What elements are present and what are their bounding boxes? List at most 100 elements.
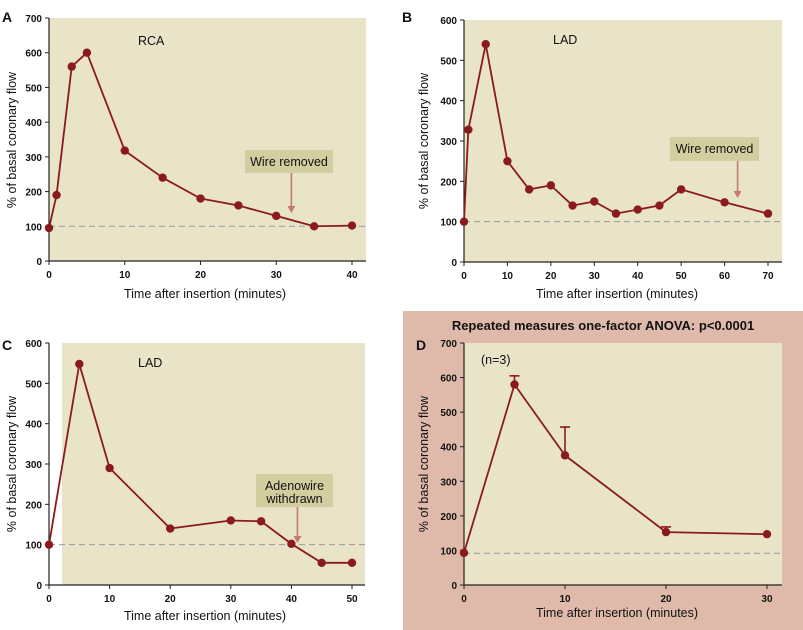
panel-letter: D [416,337,426,353]
arrow-down-icon [733,191,742,198]
y-axis-label: % of basal coronary flow [5,395,19,532]
data-point [52,190,61,200]
y-tick-label: 600 [440,374,457,385]
x-tick-label: 30 [225,594,237,605]
data-point [287,539,296,549]
data-point [347,558,357,568]
y-tick-label: 600 [25,339,42,350]
x-tick-label: 10 [119,270,131,281]
y-tick-label: 700 [25,14,42,25]
plot-background [49,18,366,261]
x-tick-label: 0 [461,271,467,282]
y-axis-label: % of basal coronary flow [417,72,431,209]
x-tick-label: 20 [165,594,177,605]
x-tick-label: 10 [559,594,571,605]
plot-background [62,343,365,585]
vessel-label: LAD [553,33,577,47]
panel-d: 0 100 200 300 400 500 600 700 0 10 20 30 Time after … [416,318,782,620]
data-point [75,359,84,369]
data-point [120,146,129,155]
annotation-box [670,137,759,161]
data-point [459,217,469,226]
data-point [196,194,205,203]
x-tick-label: 30 [271,270,283,281]
data-point [720,198,729,207]
panel-a: 0 100 200 300 400 500 600 700 0 10 20 30 40 Time afte… [2,9,366,301]
x-tick-label: 0 [461,594,467,605]
panel-letter: B [402,9,412,25]
y-tick-label: 400 [440,443,457,454]
y-tick-label: 500 [25,379,42,390]
x-tick-label: 20 [660,594,672,605]
data-point [226,516,235,525]
x-tick-label: 10 [502,271,514,282]
y-tick-label: 500 [440,56,457,67]
series-line [463,43,769,222]
data-point [272,211,281,221]
data-point [524,185,534,194]
data-point [676,185,686,194]
vessel-label: (n=3) [481,353,511,367]
y-tick-label: 500 [440,408,457,419]
x-tick-label: 30 [589,271,601,282]
data-point [661,527,671,537]
x-tick-label: 30 [761,594,773,605]
y-tick-label: 200 [25,188,42,199]
y-axis-label: % of basal coronary flow [5,71,19,208]
arrow-down-icon [287,206,296,213]
data-point [481,40,490,49]
x-axis-label: Time after insertion (minutes) [536,606,698,620]
data-point [309,222,319,231]
data-point [347,221,357,230]
y-tick-label: 100 [25,222,42,233]
y-tick-label: 300 [25,460,42,471]
x-axis-label: Time after insertion (minutes) [536,287,698,301]
data-point [633,205,642,214]
y-tick-label: 200 [440,512,457,523]
data-point [67,62,76,71]
data-point [82,48,92,57]
x-tick-label: 10 [104,594,116,605]
x-tick-label: 0 [46,594,52,605]
data-point [655,201,664,210]
y-tick-label: 200 [440,177,457,188]
y-tick-label: 0 [36,581,42,592]
data-point [611,209,621,218]
y-axis-label: % of basal coronary flow [417,395,431,532]
x-tick-label: 20 [195,270,207,281]
y-tick-label: 200 [25,500,42,511]
x-tick-label: 60 [719,271,731,282]
y-tick-label: 300 [440,137,457,148]
y-tick-label: 400 [25,420,42,431]
data-point [464,125,473,134]
annotation-text: Wire removed [250,155,328,169]
x-axis-label: Time after insertion (minutes) [124,287,286,301]
panel-b: 0 100 200 300 400 500 600 0 10 20 30 40 50 60 70 Time a… [402,9,782,301]
y-tick-label: 400 [25,118,42,129]
y-tick-label: 700 [440,339,457,350]
y-tick-label: 0 [451,581,457,592]
x-tick-label: 70 [762,271,774,282]
data-point [546,181,556,190]
annotation-text: withdrawn [265,492,322,506]
panel-letter: C [2,337,12,353]
data-point [44,223,54,233]
x-tick-label: 50 [676,271,688,282]
annotation-box [256,474,333,507]
x-axis-label: Time after insertion (minutes) [124,609,286,623]
y-tick-label: 300 [440,477,457,488]
data-point [590,197,599,206]
annotation-text: Wire removed [676,142,754,156]
y-tick-label: 400 [440,97,457,108]
y-tick-label: 0 [451,258,457,269]
y-tick-label: 100 [25,541,42,552]
annotation-text: Adenowire [265,479,324,493]
data-point [762,529,772,539]
x-tick-label: 50 [346,594,358,605]
y-tick-label: 500 [25,83,42,94]
x-tick-label: 20 [545,271,557,282]
y-tick-label: 300 [25,153,42,164]
panel-letter: A [2,9,12,25]
data-point [568,201,577,210]
x-tick-label: 40 [346,270,358,281]
